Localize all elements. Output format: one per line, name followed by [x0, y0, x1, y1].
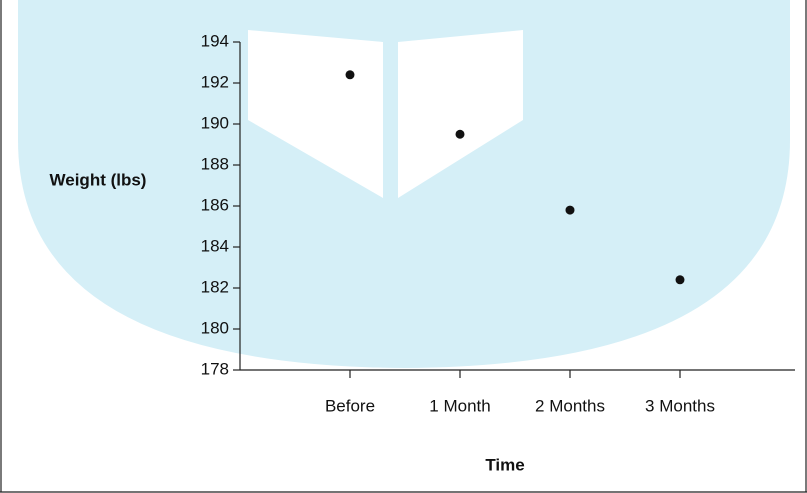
y-tick-label: 190: [201, 113, 229, 132]
y-tick-label: 178: [201, 359, 229, 378]
y-tick-label: 192: [201, 72, 229, 91]
x-tick-label: 2 Months: [535, 396, 605, 415]
point: [345, 70, 355, 80]
x-axis-label: Time: [485, 455, 524, 474]
y-tick-label: 180: [201, 318, 229, 337]
y-tick-label: 186: [201, 195, 229, 214]
y-tick-label: 184: [201, 236, 229, 255]
y-tick-label: 182: [201, 277, 229, 296]
point: [565, 205, 575, 215]
watermark-page: [398, 30, 523, 198]
y-tick-label: 194: [201, 31, 229, 50]
x-tick-label: 1 Month: [429, 396, 490, 415]
point: [455, 129, 465, 139]
x-tick-label: 3 Months: [645, 396, 715, 415]
x-tick-label: Before: [325, 396, 375, 415]
y-tick-label: 188: [201, 154, 229, 173]
y-axis-label: Weight (lbs): [50, 170, 147, 189]
point: [675, 275, 685, 285]
